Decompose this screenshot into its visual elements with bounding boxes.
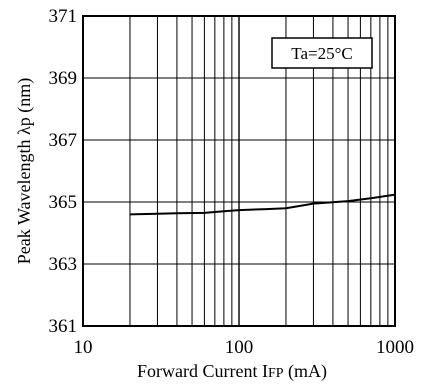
plot-frame [82, 15, 396, 327]
x-axis-title-unit: (mA) [284, 361, 328, 382]
x-axis-title-sub: FP [268, 366, 284, 381]
series-line [129, 193, 396, 216]
y-tick-label: 361 [49, 316, 78, 337]
tick-labels: 361 363 365 367 369 371 10 100 1000 [49, 6, 415, 358]
x-axis-title: Forward Current IFP (mA) [137, 361, 327, 382]
y-tick-label: 371 [49, 6, 78, 27]
x-axis-title-main: Forward Current I [137, 361, 268, 381]
annotation-text: Ta=25°C [291, 44, 352, 63]
y-tick-label: 365 [49, 192, 78, 213]
y-axis-title: Peak Wavelength λp (nm) [14, 78, 35, 264]
x-tick-label: 10 [74, 337, 93, 358]
x-tick-label: 1000 [376, 337, 414, 358]
annotation-box: Ta=25°C [271, 37, 373, 69]
y-tick-label: 367 [49, 130, 78, 151]
y-tick-label: 369 [49, 68, 78, 89]
annotation-frame [271, 37, 373, 69]
y-tick-label: 363 [49, 254, 78, 275]
series-group [129, 193, 396, 216]
x-tick-label: 100 [225, 337, 254, 358]
